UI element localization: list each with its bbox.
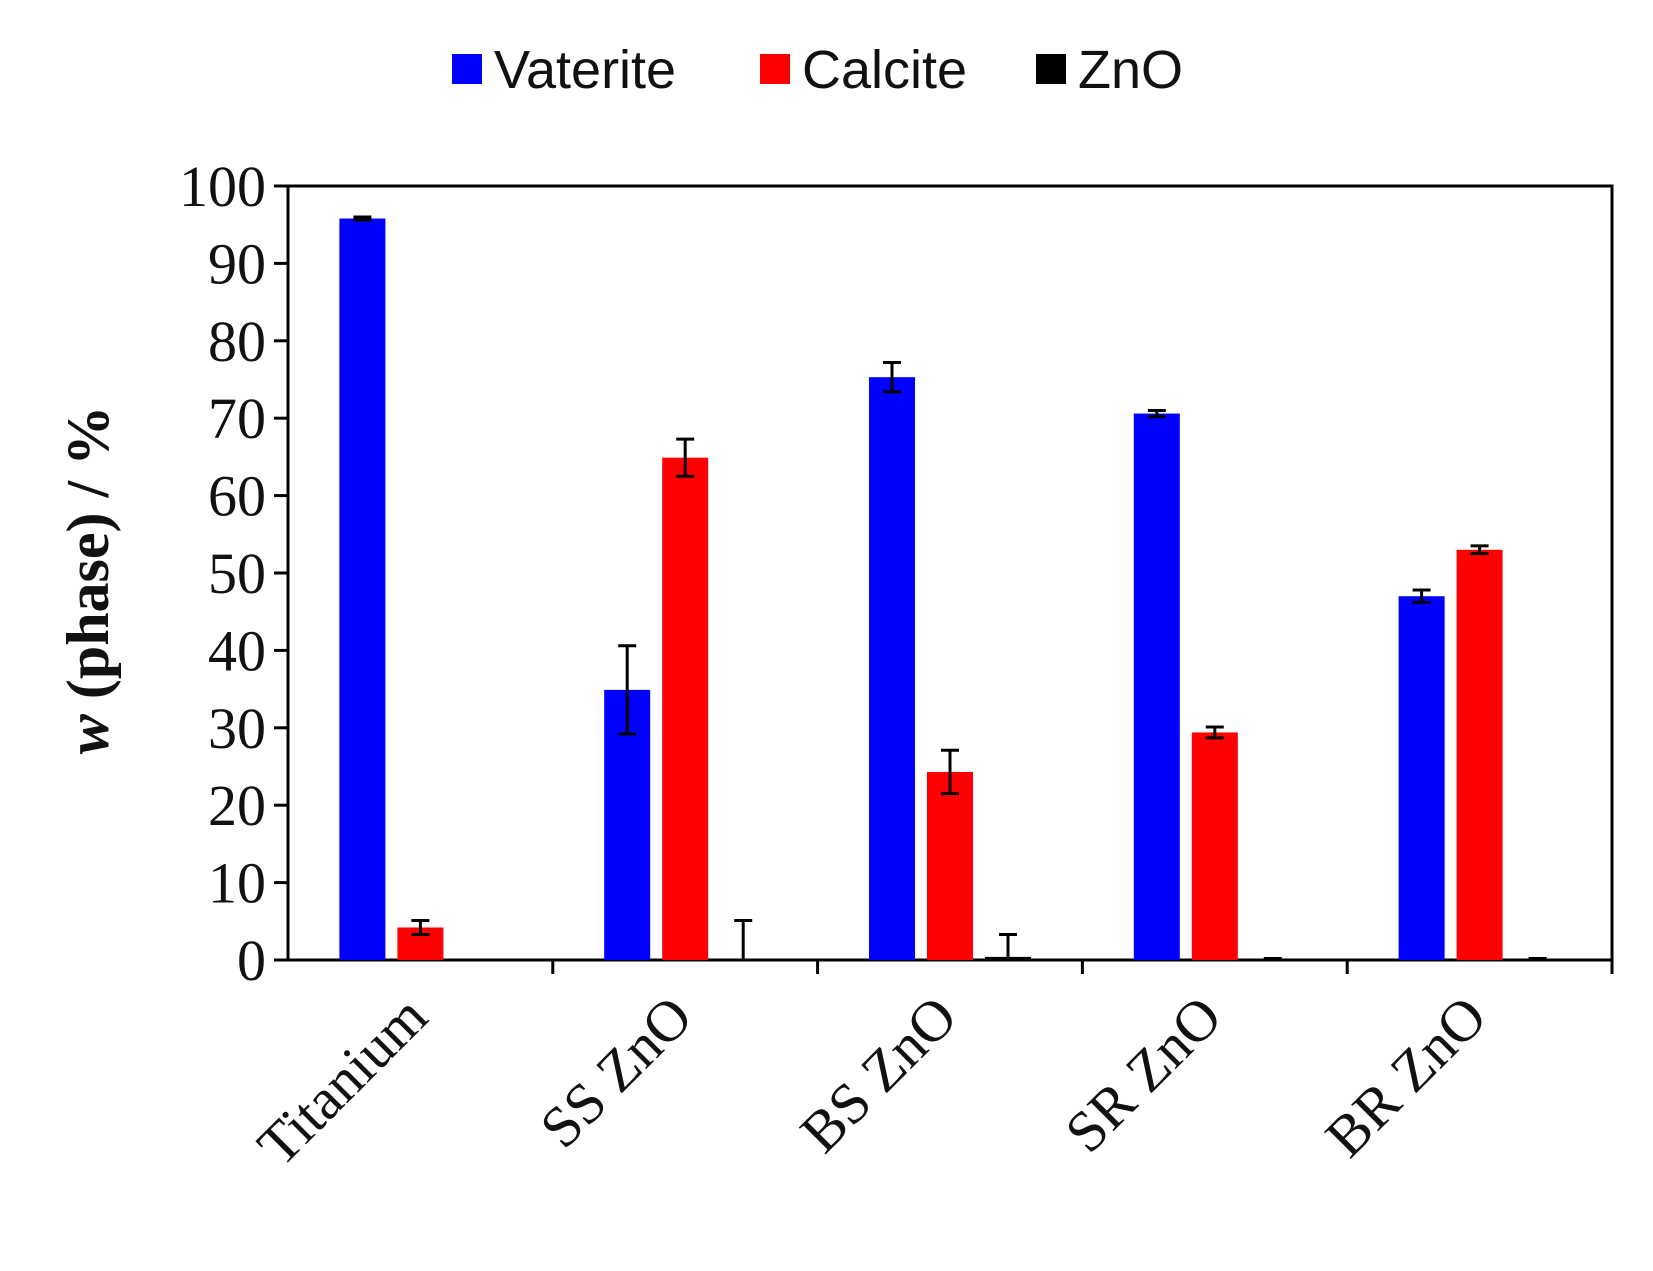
y-tick-label: 60 — [208, 464, 266, 529]
bar-vaterite-titanium — [339, 218, 386, 960]
y-tick-label: 100 — [179, 154, 266, 219]
legend-label-vaterite: Vaterite — [494, 40, 676, 100]
legend-swatch-vaterite — [452, 54, 482, 84]
error-bar-zno-ss-zno — [734, 919, 753, 960]
bar-vaterite-bs-zno — [869, 377, 915, 961]
error-bar-calcite-bs-zno — [941, 748, 959, 796]
error-bar-vaterite-br-zno — [1412, 588, 1431, 604]
legend-item-vaterite: Vaterite — [452, 40, 676, 100]
legend-item-zno: ZnO — [1036, 40, 1183, 100]
x-category-label: SR ZnO — [1052, 983, 1234, 1165]
error-bar-vaterite-ss-zno — [618, 644, 637, 736]
y-axis-label: w (phase) / % — [55, 406, 121, 754]
error-bar-zno-bs-zno — [999, 932, 1017, 960]
error-bar-vaterite-titanium — [353, 215, 372, 222]
x-axis: Titanium SS ZnO BS ZnO SR ZnO BR ZnO — [245, 960, 1614, 1178]
y-tick-label: 80 — [208, 309, 266, 374]
error-bar-calcite-br-zno — [1470, 544, 1489, 556]
bar-calcite-ss-zno — [662, 457, 709, 960]
error-bar-vaterite-sr-zno — [1147, 408, 1166, 419]
error-bar-calcite-titanium — [411, 919, 430, 936]
legend: Vaterite Calcite ZnO — [452, 40, 1183, 100]
legend-label-calcite: Calcite — [802, 40, 967, 100]
y-tick-label: 10 — [208, 851, 266, 916]
legend-swatch-calcite — [760, 54, 790, 84]
error-bar-calcite-ss-zno — [676, 437, 695, 478]
bar-calcite-bs-zno — [927, 771, 973, 960]
y-tick-label: 50 — [208, 541, 266, 606]
bar-vaterite-sr-zno — [1133, 413, 1180, 960]
x-category-label: BS ZnO — [788, 983, 970, 1165]
y-tick-label: 70 — [208, 386, 266, 451]
y-tick-label: 90 — [208, 231, 266, 296]
error-bar-zno-sr-zno — [1263, 956, 1282, 960]
bar-calcite-sr-zno — [1191, 732, 1238, 960]
y-tick-label: 30 — [208, 696, 266, 761]
error-bar-calcite-sr-zno — [1205, 725, 1224, 740]
error-bar-zno-br-zno — [1528, 956, 1547, 960]
legend-item-calcite: Calcite — [760, 40, 967, 100]
y-axis-label-unit: (phase) / % — [55, 406, 121, 714]
legend-label-zno: ZnO — [1078, 40, 1183, 100]
x-category-label: Titanium — [245, 983, 440, 1178]
x-category-label: BR ZnO — [1313, 983, 1499, 1169]
y-tick-label: 20 — [208, 773, 266, 838]
plot-area — [286, 184, 1614, 962]
y-tick-label: 0 — [237, 928, 266, 993]
bar-calcite-br-zno — [1456, 549, 1503, 960]
legend-swatch-zno — [1036, 54, 1066, 84]
error-bar-vaterite-bs-zno — [883, 360, 901, 394]
y-axis: 0 10 20 30 40 50 60 70 80 90 100 — [179, 154, 288, 993]
x-category-label: SS ZnO — [527, 983, 704, 1160]
bar-vaterite-br-zno — [1398, 596, 1445, 960]
y-tick-label: 40 — [208, 618, 266, 683]
y-axis-label-variable: w — [55, 713, 121, 754]
